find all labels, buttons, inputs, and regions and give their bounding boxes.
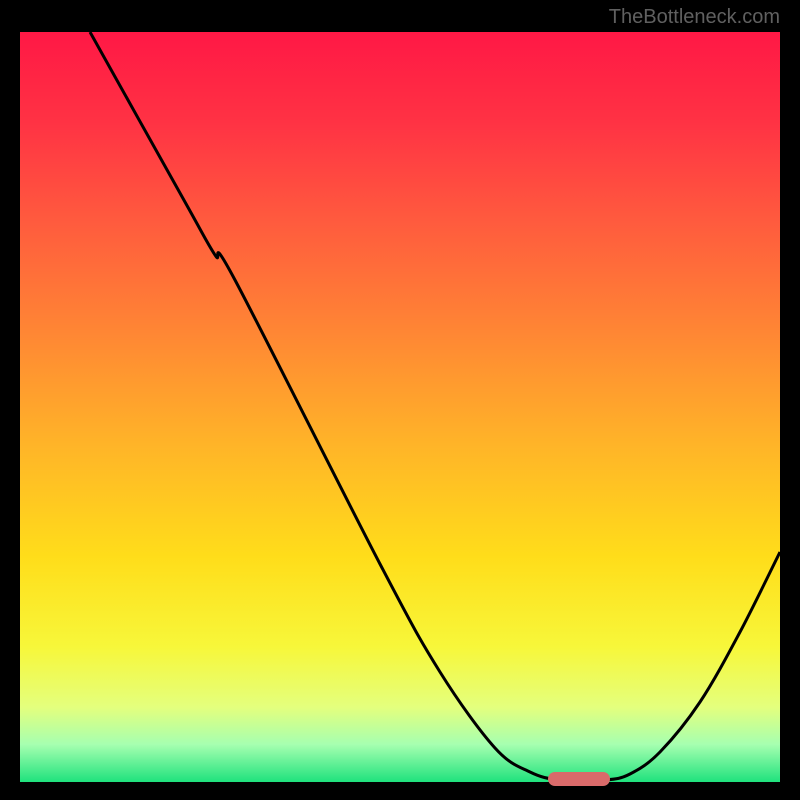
plot-area xyxy=(20,32,780,782)
watermark-text: TheBottleneck.com xyxy=(609,6,780,29)
minimum-marker xyxy=(548,772,610,786)
chart-frame: TheBottleneck.com xyxy=(0,0,800,800)
curve-layer xyxy=(20,32,780,782)
bottleneck-curve xyxy=(90,32,780,781)
